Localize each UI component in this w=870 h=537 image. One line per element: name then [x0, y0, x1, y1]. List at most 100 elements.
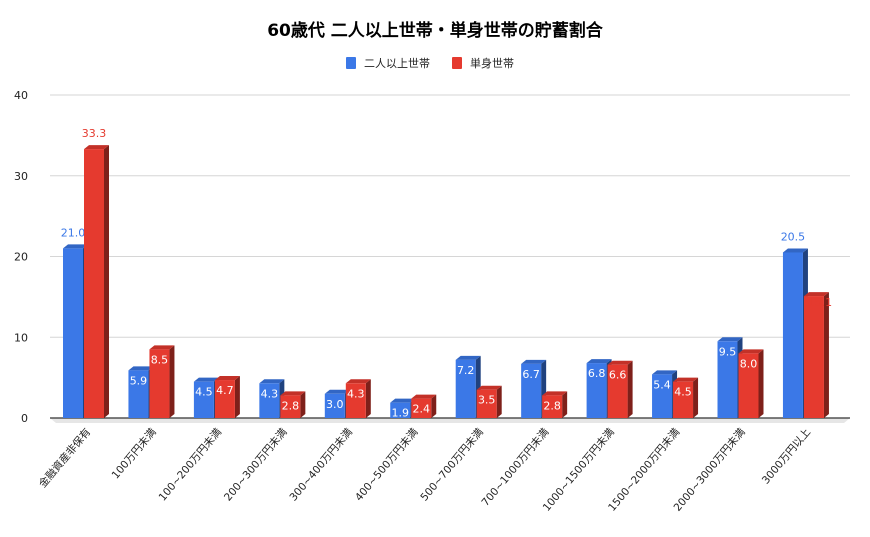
y-tick-label: 40	[14, 89, 28, 102]
data-label: 5.4	[653, 378, 671, 391]
data-label: 4.3	[347, 387, 365, 400]
bar-top	[542, 391, 568, 396]
bar-side	[823, 292, 829, 418]
bar-side	[562, 391, 568, 418]
x-tick-label: 1000~1500万円未満	[541, 426, 618, 514]
data-label: 20.5	[781, 230, 806, 243]
bar-top	[280, 391, 306, 396]
bar-side	[300, 391, 306, 418]
bar-top	[193, 377, 219, 382]
bar-face	[476, 389, 497, 418]
bar-top	[259, 379, 285, 384]
bar-1-2: 4.7	[214, 376, 240, 418]
bar-face	[803, 296, 824, 418]
bar-side	[496, 385, 502, 418]
chart-title: 60歳代 二人以上世帯・単身世帯の貯蓄割合	[267, 20, 604, 41]
bar-1-4: 4.3	[345, 379, 371, 418]
bar-side	[431, 394, 437, 418]
bar-top	[84, 145, 109, 150]
bar-top	[214, 376, 240, 381]
legend-label-1: 単身世帯	[470, 56, 514, 70]
data-label: 2.8	[282, 399, 300, 412]
bar-face	[607, 364, 628, 418]
chart-floor	[50, 418, 850, 423]
bar-face	[63, 248, 83, 418]
bar-face	[214, 380, 235, 418]
bar-face	[345, 383, 366, 418]
x-tick-label: 100万円未満	[110, 426, 159, 482]
data-label: 2.8	[543, 399, 561, 412]
bar-side	[758, 349, 764, 418]
data-label: 6.8	[588, 367, 606, 380]
x-tick-label: 100~200万円未満	[157, 426, 225, 504]
bar-face	[324, 393, 345, 418]
bar-face	[652, 374, 673, 418]
data-label: 2.4	[413, 403, 431, 416]
bar-face	[673, 381, 694, 418]
bar-face	[782, 252, 803, 418]
bar-top	[607, 360, 633, 365]
y-tick-label: 20	[14, 251, 28, 264]
bar-1-10: 8.0	[738, 349, 764, 418]
data-label: 8.5	[151, 353, 169, 366]
x-tick-label: 金融資産非保有	[36, 426, 93, 491]
bar-top	[411, 394, 437, 399]
legend-swatch-0	[346, 57, 356, 69]
bar-top	[652, 370, 678, 375]
data-label: 4.3	[261, 387, 279, 400]
bar-top	[63, 244, 88, 249]
x-tick-label: 500~700万円未満	[418, 426, 486, 504]
bar-side	[169, 345, 175, 418]
data-label: 9.5	[719, 345, 737, 358]
bar-top	[128, 366, 154, 371]
bar-face	[193, 381, 214, 418]
data-label: 8.0	[740, 357, 758, 370]
bar-face	[717, 341, 738, 418]
x-tick-label: 3000万円以上	[760, 426, 813, 486]
data-label: 6.6	[609, 369, 627, 382]
bar-face	[259, 383, 280, 418]
x-tick-label: 2000~3000万円未満	[672, 426, 749, 514]
bar-1-7: 2.8	[542, 391, 568, 418]
bar-1-3: 2.8	[280, 391, 306, 418]
y-tick-label: 10	[14, 331, 28, 344]
data-label: 3.5	[478, 394, 496, 407]
data-label: 7.2	[457, 364, 475, 377]
bar-1-5: 2.4	[411, 394, 437, 418]
data-label: 3.0	[326, 398, 344, 411]
bar-top	[803, 292, 829, 297]
bar-face	[390, 402, 411, 418]
data-label: 6.7	[522, 368, 540, 381]
bar-face	[84, 149, 104, 419]
bar-top	[149, 345, 175, 350]
bar-top	[324, 389, 350, 394]
bar-face	[738, 353, 759, 418]
bar-1-11: 15.1	[803, 292, 833, 418]
bar-face	[149, 349, 170, 418]
bar-side	[693, 377, 699, 418]
data-label: 5.9	[130, 374, 148, 387]
bar-face	[521, 363, 542, 418]
bar-1-6: 3.5	[476, 385, 502, 418]
bar-face	[128, 370, 149, 418]
data-label: 4.5	[674, 386, 692, 399]
data-label: 33.3	[82, 127, 107, 140]
data-label: 15.1	[808, 296, 833, 309]
bar-1-9: 4.5	[673, 377, 699, 418]
bar-face	[411, 398, 432, 418]
bar-0-11: 20.5	[781, 230, 808, 418]
bar-top	[455, 355, 481, 360]
bar-top	[782, 248, 808, 253]
bar-face	[280, 395, 301, 418]
bar-side	[104, 145, 109, 419]
bar-face	[542, 395, 563, 418]
y-tick-label: 0	[21, 412, 28, 425]
bar-top	[521, 359, 547, 364]
data-label: 21.0	[61, 226, 86, 239]
bar-0-0: 21.0	[61, 226, 88, 418]
bar-side	[234, 376, 240, 418]
x-tick-label: 400~500万円未満	[353, 426, 421, 504]
bar-side	[627, 360, 633, 418]
bar-top	[738, 349, 764, 354]
